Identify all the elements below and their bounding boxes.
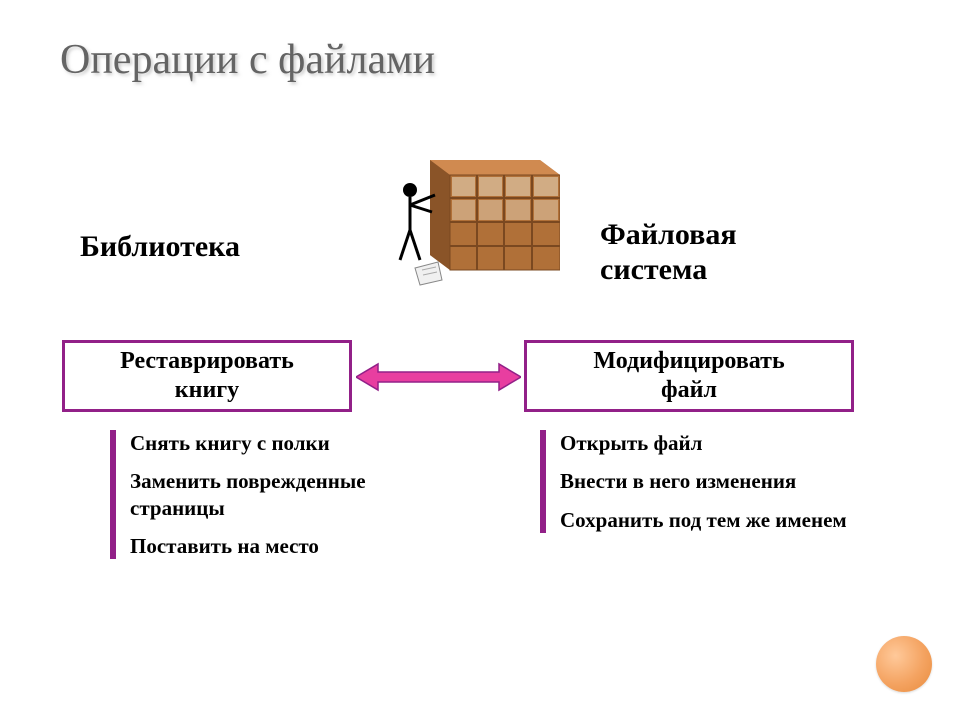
list-item: Снять книгу с полки bbox=[130, 430, 410, 456]
filesystem-label: Файловаясистема bbox=[600, 218, 737, 287]
bookshelf-illustration bbox=[360, 140, 560, 290]
double-arrow-icon bbox=[356, 362, 521, 392]
modify-file-box: Модифицироватьфайл bbox=[524, 340, 854, 412]
filesystem-steps-list: Открыть файл Внести в него изменения Сох… bbox=[540, 430, 860, 533]
page-title: Операции с файлами bbox=[60, 36, 435, 84]
list-item: Заменить поврежденные страницы bbox=[130, 468, 410, 521]
library-label: Библиотека bbox=[80, 230, 240, 264]
list-item: Внести в него изменения bbox=[560, 468, 860, 494]
list-item: Поставить на место bbox=[130, 533, 410, 559]
list-item: Сохранить под тем же именем bbox=[560, 507, 860, 533]
list-item: Открыть файл bbox=[560, 430, 860, 456]
restore-book-box: Реставрироватькнигу bbox=[62, 340, 352, 412]
library-steps-list: Снять книгу с полки Заменить поврежденны… bbox=[110, 430, 410, 559]
decorative-circle-icon bbox=[876, 636, 932, 692]
